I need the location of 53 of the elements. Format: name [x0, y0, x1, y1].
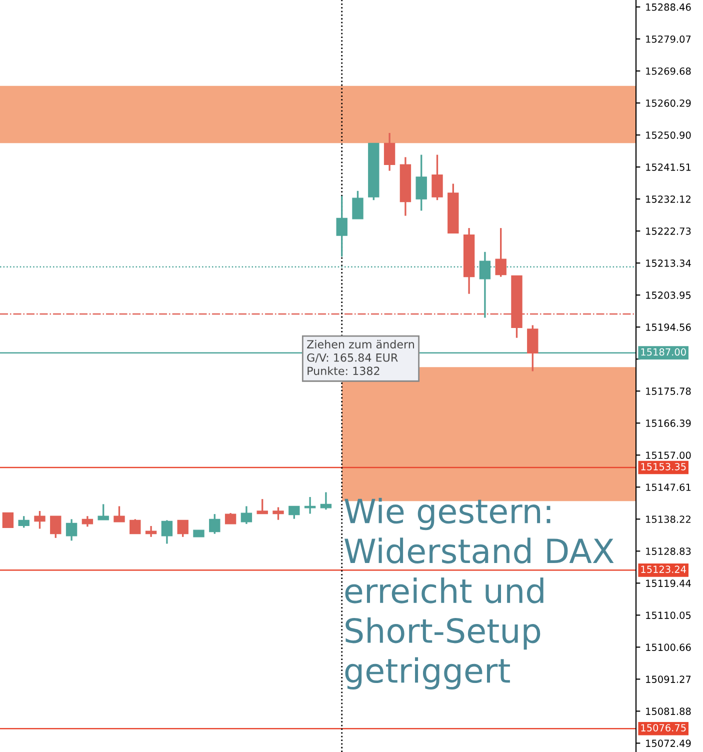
- candlestick: [336, 195, 348, 258]
- candlestick: [18, 515, 30, 529]
- y-tick-label: 15100.66: [646, 644, 691, 651]
- y-tick-label: 15213.34: [646, 260, 691, 267]
- y-tick-label: 15081.88: [646, 708, 691, 715]
- y-tick-label: 15269.68: [646, 67, 691, 75]
- candlestick: [209, 513, 220, 535]
- ref-line-label: 15076.75: [641, 724, 686, 732]
- y-tick-label: 15157.00: [646, 452, 691, 459]
- candlestick: [272, 506, 284, 521]
- candlestick: [177, 519, 188, 538]
- candlestick: [161, 519, 173, 545]
- candlestick: [34, 510, 46, 530]
- candlestick: [50, 515, 62, 539]
- candlestick: [114, 505, 125, 523]
- candlestick: [130, 518, 141, 535]
- y-tick-label: 15279.07: [646, 35, 691, 43]
- y-tick-label: 15203.95: [646, 292, 691, 299]
- y-tick-label: 15241.51: [646, 163, 691, 171]
- y-tick-label: 15166.39: [646, 420, 691, 427]
- y-tick-label: 15072.49: [646, 740, 691, 748]
- y-tick-label: 15128.83: [646, 548, 691, 555]
- y-tick-label: 15175.78: [646, 388, 691, 395]
- y-tick-label: 15119.44: [646, 580, 691, 587]
- annotation: Wie gestern: Widerstand DAX erreicht und Short-Setup getriggert: [344, 498, 614, 690]
- y-tick-label: 15138.22: [646, 516, 690, 523]
- ref-line-label: 15123.24: [641, 566, 686, 573]
- candlestick: [2, 512, 14, 528]
- ref-line-label: 15153.35: [641, 462, 686, 470]
- candlestick: [82, 515, 94, 528]
- y-tick-label: 15232.12: [646, 195, 690, 203]
- candlestick: [224, 512, 236, 525]
- y-tick-label: 15147.61: [646, 484, 691, 491]
- candlestick: [288, 505, 300, 520]
- candlestick: [432, 154, 443, 201]
- candlestick: [384, 132, 396, 172]
- y-tick-label: 15194.56: [646, 324, 691, 331]
- candlestick: [66, 518, 78, 542]
- candlestick: [416, 154, 427, 212]
- annotation: Ziehen zum ändern G/V: 165.84 EUR Punkte: 1382: [307, 340, 414, 376]
- y-tick-label: 15091.27: [646, 676, 691, 683]
- y-tick-label: 15110.05: [646, 612, 691, 619]
- candlestick: [352, 190, 364, 220]
- y-tick-label: 15222.73: [646, 228, 691, 235]
- y-tick-label: 15250.90: [646, 131, 691, 139]
- candlestick: [495, 227, 506, 278]
- candlestick: [256, 498, 268, 515]
- candlestick: [240, 505, 252, 525]
- ref-line-label: 15187.00: [641, 348, 686, 356]
- candlestick: [320, 491, 332, 510]
- y-tick-label: 15288.46: [646, 3, 691, 11]
- y-tick-label: 15260.29: [646, 99, 691, 107]
- candlestick: [304, 496, 316, 515]
